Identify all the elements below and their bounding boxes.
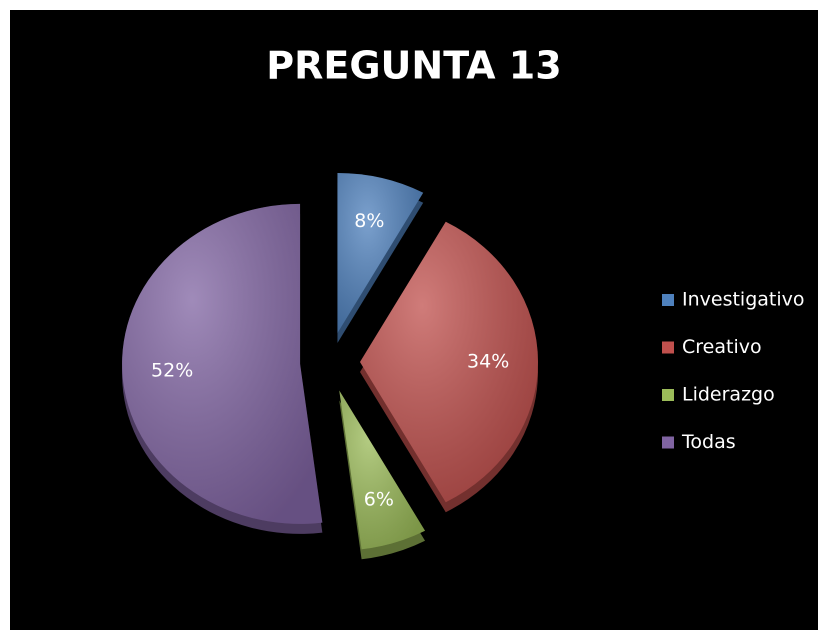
- slice-shine: [360, 221, 539, 503]
- data-label: 6%: [364, 489, 394, 511]
- legend-swatch: [662, 294, 674, 306]
- chart-title: PREGUNTA 13: [266, 44, 561, 88]
- legend-label: Investigativo: [682, 289, 805, 311]
- slice-shine: [339, 390, 426, 550]
- slice-shine: [337, 172, 424, 333]
- legend-swatch: [662, 389, 674, 401]
- legend: Investigativo Creativo Liderazgo Todas: [662, 289, 805, 453]
- pie: 8% 34% 6% 52%: [122, 172, 539, 560]
- legend-label: Liderazgo: [682, 384, 775, 406]
- data-label: 8%: [354, 210, 384, 232]
- data-label: 52%: [151, 360, 193, 382]
- data-label: 34%: [467, 351, 509, 373]
- legend-swatch: [662, 341, 674, 354]
- slice-shine: [122, 203, 323, 524]
- legend-label: Todas: [681, 431, 736, 453]
- legend-label: Creativo: [682, 336, 762, 358]
- legend-swatch: [662, 436, 674, 449]
